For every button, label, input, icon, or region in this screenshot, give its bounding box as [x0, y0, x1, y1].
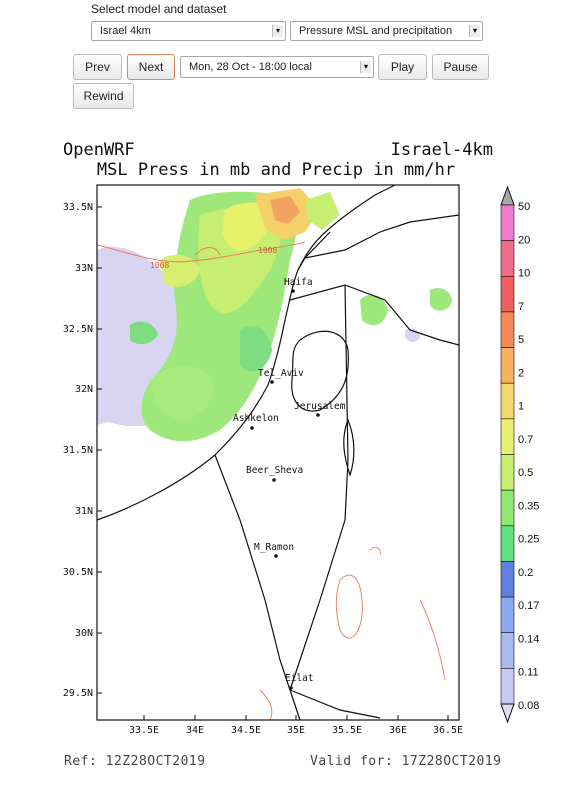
colorbar-swatch	[500, 418, 515, 455]
lon-ticks	[143, 715, 449, 720]
colorbar-swatch	[500, 311, 515, 348]
colorbar-label: 0.11	[518, 667, 539, 679]
plot-right-title: Israel-4km	[391, 140, 493, 160]
model-select[interactable]: Israel 4km ▾	[91, 21, 286, 41]
lat-label: 32.5N	[63, 324, 93, 335]
colorbar-cap-bottom	[500, 703, 515, 724]
colorbar-label: 50	[518, 201, 530, 213]
lat-label: 29.5N	[63, 688, 93, 699]
lon-label: 35.5E	[332, 725, 362, 736]
lat-label: 30N	[75, 628, 93, 639]
city-dot	[270, 380, 274, 384]
city-label: Tel_Aviv	[258, 368, 304, 379]
colorbar-label: 0.17	[518, 600, 539, 612]
lat-axis: 33.5N 33N 32.5N 32N 31.5N 31N 30.5N 30N …	[63, 202, 93, 699]
city-dot	[316, 413, 320, 417]
lat-ticks	[97, 206, 102, 694]
colorbar-swatch	[500, 240, 515, 277]
chevron-down-icon: ▾	[272, 25, 283, 37]
lat-label: 32N	[75, 384, 93, 395]
colorbar-swatch	[500, 382, 515, 420]
prev-button[interactable]: Prev	[73, 54, 122, 80]
isobars	[96, 241, 446, 721]
select-model-label: Select model and dataset	[91, 2, 227, 16]
chevron-down-icon: ▾	[469, 25, 480, 37]
play-button[interactable]: Play	[378, 54, 427, 80]
colorbar-label: 0.5	[518, 467, 533, 479]
rewind-button[interactable]: Rewind	[73, 83, 134, 109]
colorbar-cap-top	[500, 185, 515, 206]
chevron-down-icon: ▾	[360, 61, 371, 73]
coastline	[96, 184, 460, 721]
lon-axis: 33.5E 34E 34.5E 35E 35.5E 36E 36.5E	[129, 725, 463, 736]
colorbar-label: 2	[518, 367, 524, 379]
ref-time: Ref: 12Z28OCT2019	[64, 754, 206, 769]
isobar-label: 1008	[150, 261, 169, 270]
city-label: M_Ramon	[254, 542, 294, 553]
lat-label: 33N	[75, 263, 93, 274]
colorbar-label: 0.14	[518, 633, 539, 645]
pause-button[interactable]: Pause	[432, 54, 489, 80]
lon-label: 36.5E	[433, 725, 463, 736]
city-label: Beer_Sheva	[246, 465, 303, 476]
lat-label: 30.5N	[63, 567, 93, 578]
colorbar-label: 5	[518, 334, 524, 346]
lon-label: 35E	[287, 725, 305, 736]
lat-label: 31N	[75, 506, 93, 517]
lon-label: 33.5E	[129, 725, 159, 736]
city-label: Eilat	[285, 673, 314, 684]
precip-colorbar: 50 20 10 7 5 2 1 0.7 0.5 0.35 0.25 0.2 0.17 0.14 0.11 0…	[500, 185, 539, 724]
city-dot	[289, 686, 293, 690]
city-labels: Haifa Tel_Aviv Jerusalem Ashkelon Beer_S…	[233, 277, 346, 690]
city-dot	[272, 478, 276, 482]
colorbar-swatch	[500, 275, 515, 313]
colorbar-label: 1	[518, 401, 524, 413]
city-dot	[291, 289, 295, 293]
lat-label: 33.5N	[63, 202, 93, 213]
colorbar-label: 20	[518, 234, 530, 246]
colorbar-label: 7	[518, 301, 524, 313]
valid-time: Valid for: 17Z28OCT2019	[310, 754, 502, 769]
isobar-label: 1008	[258, 246, 277, 255]
colorbar-swatch	[500, 668, 515, 705]
time-select[interactable]: Mon, 28 Oct - 18:00 local ▾	[180, 56, 374, 78]
dataset-select-value: Pressure MSL and precipitation	[299, 25, 453, 37]
lon-label: 36E	[389, 725, 407, 736]
next-button[interactable]: Next	[127, 54, 175, 80]
plot-main-title: MSL Press in mb and Precip in mm/hr	[97, 160, 455, 180]
colorbar-swatch	[500, 204, 515, 241]
colorbar-swatch	[500, 561, 515, 598]
colorbar-swatch	[500, 489, 515, 527]
city-label: Jerusalem	[294, 401, 346, 412]
lon-label: 34E	[186, 725, 204, 736]
plot-left-title: OpenWRF	[63, 140, 135, 160]
city-label: Ashkelon	[233, 413, 279, 424]
colorbar-label: 0.08	[518, 700, 539, 712]
colorbar-swatch	[500, 596, 515, 634]
colorbar-swatch	[500, 525, 515, 562]
colorbar-label: 0.2	[518, 567, 533, 579]
colorbar-label: 0.7	[518, 434, 533, 446]
colorbar-label: 10	[518, 268, 530, 280]
colorbar-label: 0.35	[518, 500, 539, 512]
lon-label: 34.5E	[231, 725, 261, 736]
colorbar-swatch	[500, 347, 515, 384]
colorbar-label: 0.25	[518, 534, 539, 546]
lat-label: 31.5N	[63, 445, 93, 456]
city-label: Haifa	[284, 277, 313, 288]
colorbar-swatch	[500, 454, 515, 491]
city-dot	[274, 554, 278, 558]
dataset-select[interactable]: Pressure MSL and precipitation ▾	[290, 21, 483, 41]
model-select-value: Israel 4km	[100, 25, 151, 37]
precip-field	[97, 188, 452, 442]
time-select-value: Mon, 28 Oct - 18:00 local	[189, 61, 312, 73]
colorbar-swatch	[500, 632, 515, 669]
city-dot	[250, 426, 254, 430]
plot-frame	[96, 184, 460, 721]
